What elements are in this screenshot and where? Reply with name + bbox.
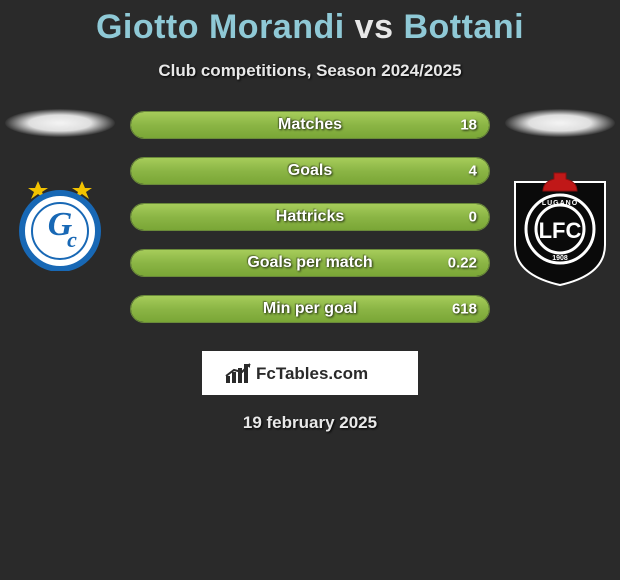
stat-value: 0 [469,209,477,226]
club-badge-right: LFC LUGANO 1908 [505,167,615,287]
stat-label: Min per goal [263,300,357,318]
branding-text: FcTables.com [256,364,368,383]
player2-name: Bottani [403,8,524,46]
stat-bar: Goals per match 0.22 [130,249,490,277]
spotlight-ellipse-left [5,109,115,137]
club-badge-left: G c [10,171,110,271]
card-subtitle: Club competitions, Season 2024/2025 [0,61,620,81]
svg-text:1908: 1908 [552,255,568,262]
stat-value: 618 [452,301,477,318]
svg-text:c: c [67,227,77,252]
svg-text:LUGANO: LUGANO [542,200,578,207]
right-club-column: LFC LUGANO 1908 [500,109,620,287]
branding-box: FcTables.com [202,351,418,395]
stat-label: Goals [288,162,332,180]
player1-name: Giotto Morandi [96,8,345,46]
stat-value: 4 [469,163,477,180]
lugano-badge-icon: LFC LUGANO 1908 [505,167,615,287]
main-row: G c Matches 18 Goals 4 Hattricks 0 Goals per m… [0,109,620,323]
stats-column: Matches 18 Goals 4 Hattricks 0 Goals per match… [120,111,500,323]
card-title: Giotto Morandi vs Bottani [0,8,620,47]
comparison-card: Giotto Morandi vs Bottani Club competiti… [0,0,620,433]
left-club-column: G c [0,109,120,271]
stat-label: Goals per match [247,254,372,272]
stat-value: 0.22 [448,255,477,272]
vs-text: vs [355,8,394,46]
stat-bar: Goals 4 [130,157,490,185]
date-text: 19 february 2025 [0,413,620,433]
stat-bar: Min per goal 618 [130,295,490,323]
stat-bar: Matches 18 [130,111,490,139]
svg-text:LFC: LFC [539,218,582,243]
stat-label: Matches [278,116,342,134]
fctables-logo-icon: FcTables.com [220,358,400,388]
stat-value: 18 [460,117,477,134]
grasshopper-badge-icon: G c [10,171,110,271]
spotlight-ellipse-right [505,109,615,137]
stat-bar: Hattricks 0 [130,203,490,231]
stat-label: Hattricks [276,208,344,226]
